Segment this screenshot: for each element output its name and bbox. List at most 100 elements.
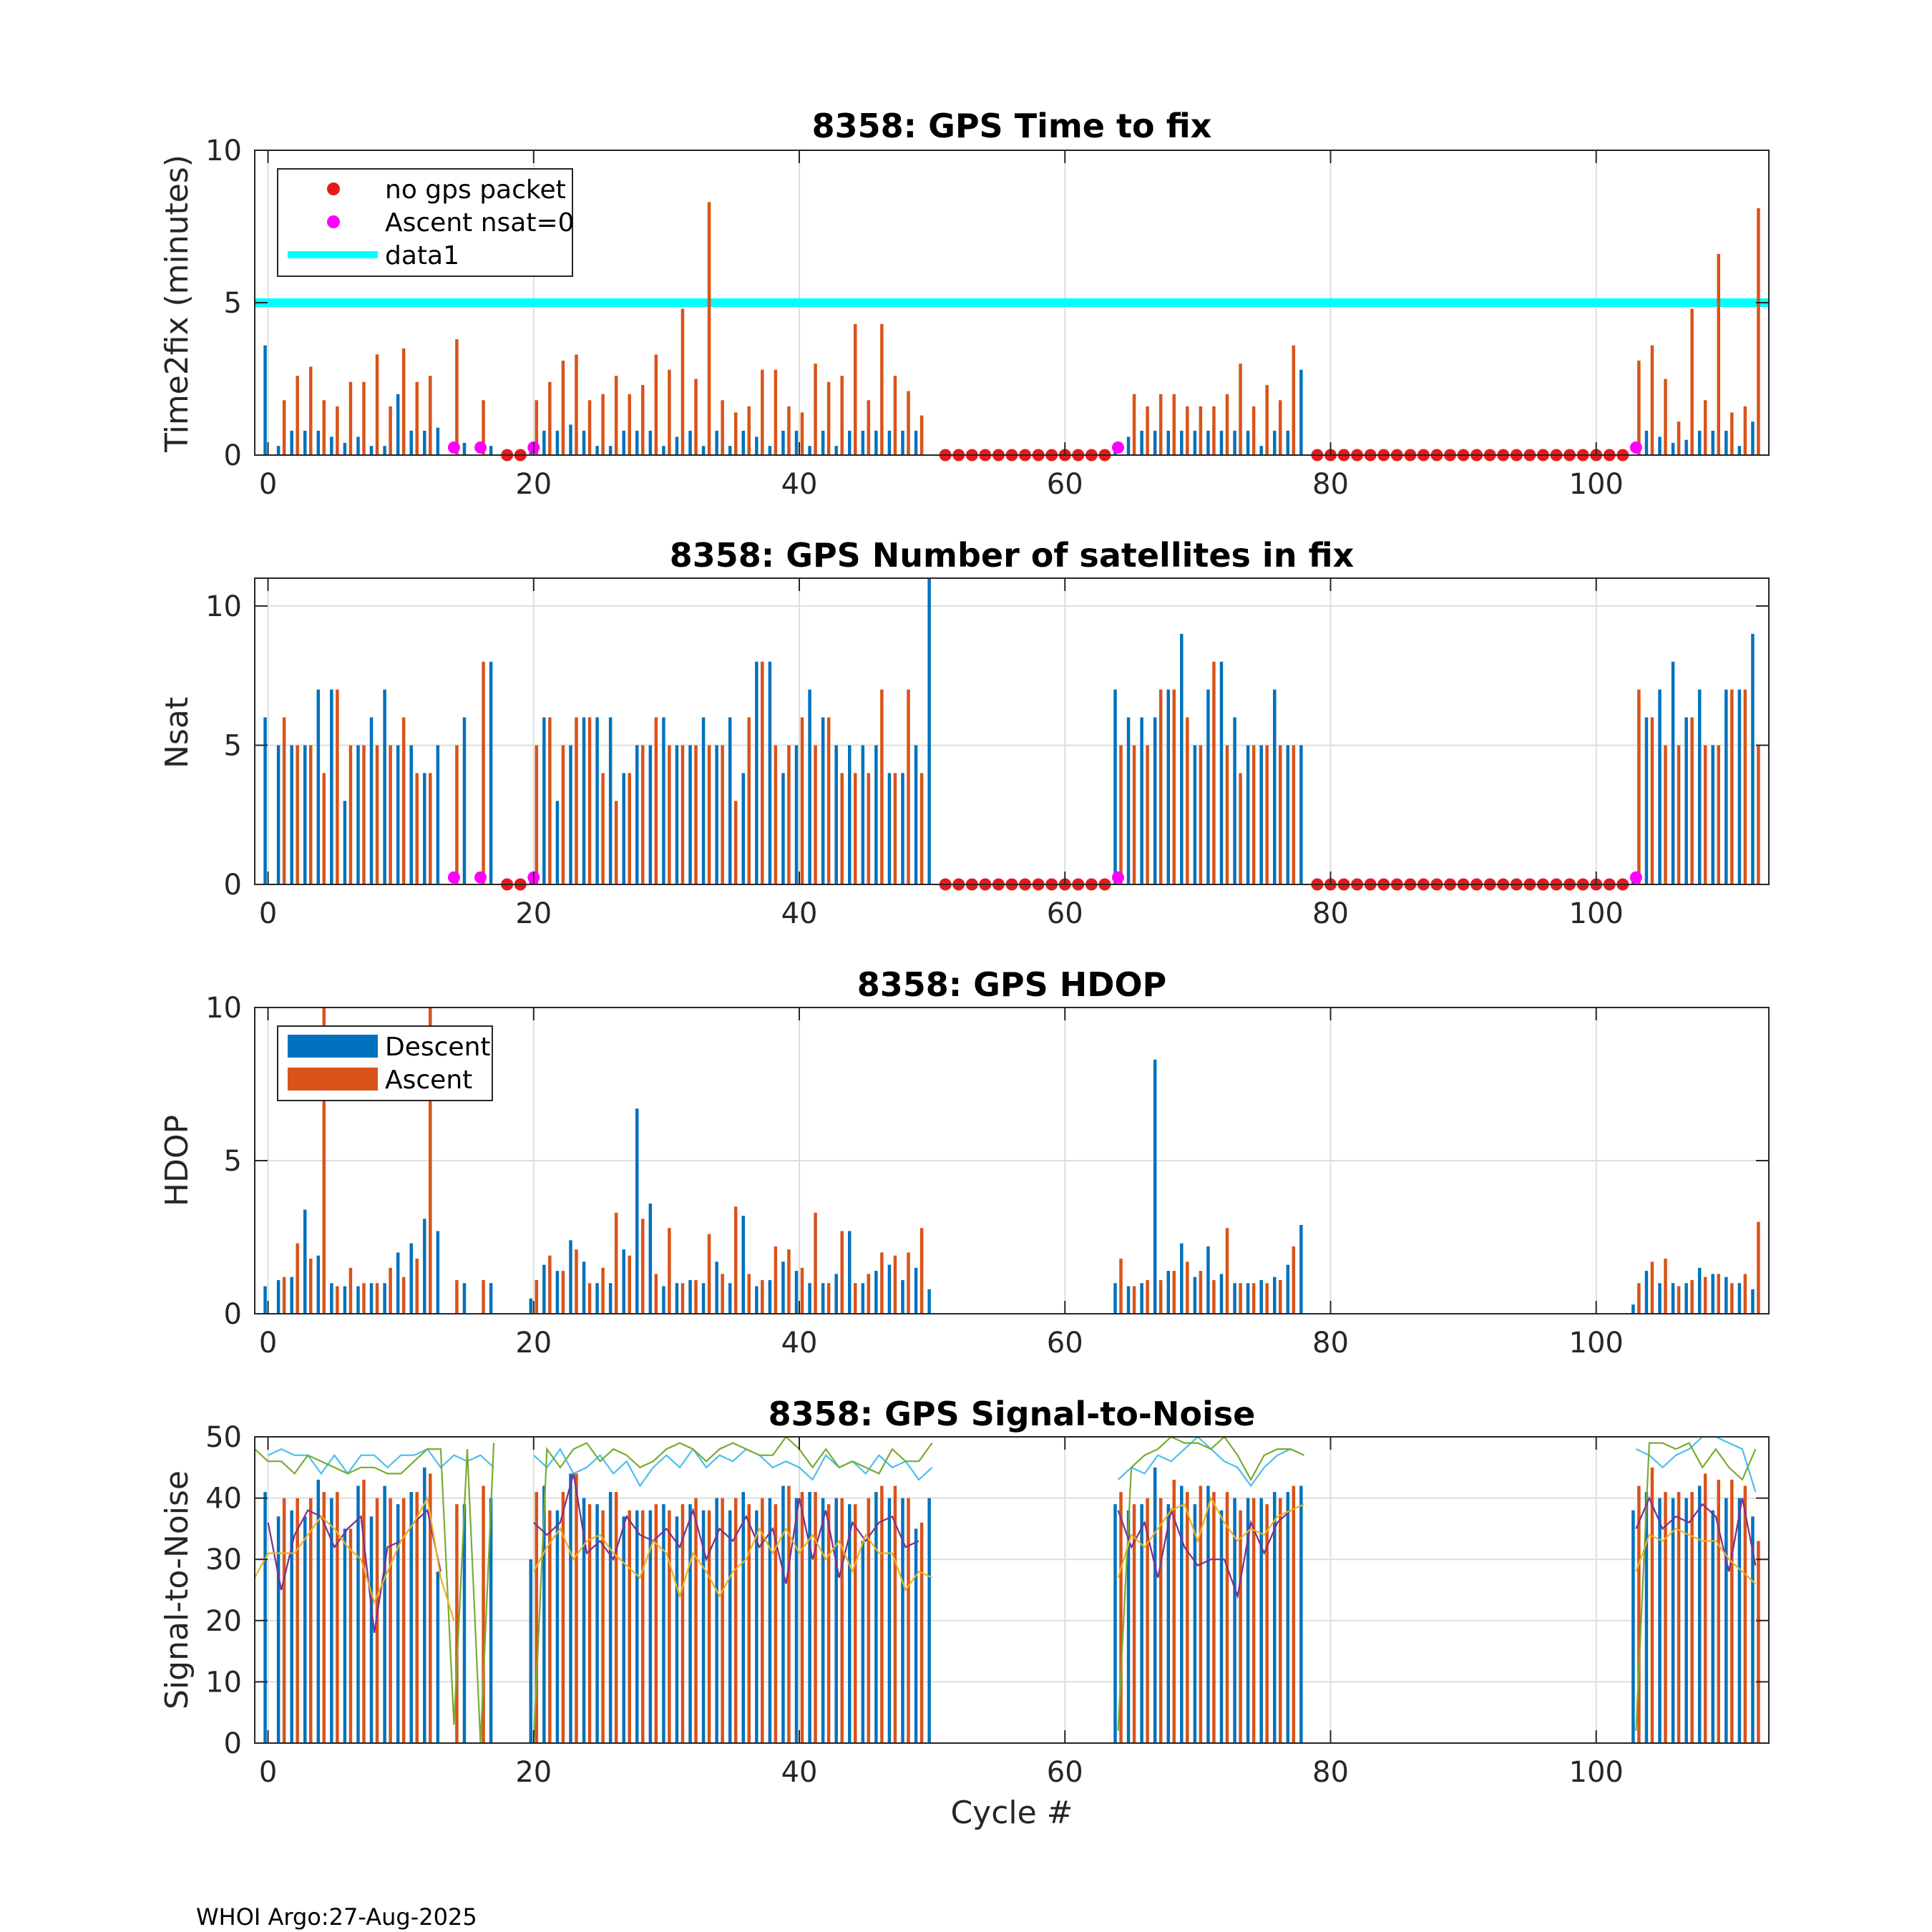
ascent-bar (1172, 1479, 1176, 1743)
ascent-bar (1265, 1283, 1269, 1314)
ascent-bar (680, 1283, 685, 1314)
ascent-bar (575, 354, 578, 455)
nsat-zero-marker (474, 441, 487, 454)
nsat-zero-marker (1629, 441, 1642, 454)
descent-bar (409, 430, 413, 455)
ascent-bar (628, 394, 631, 455)
descent-bar (1684, 1283, 1688, 1314)
ascent-bar (880, 1485, 884, 1743)
descent-bar (1233, 1283, 1236, 1314)
ascent-bar (1239, 364, 1242, 455)
descent-bar (755, 436, 758, 455)
descent-bar (276, 446, 280, 455)
descent-bar (396, 394, 400, 455)
descent-bar (927, 578, 931, 884)
descent-bar (1259, 1279, 1263, 1314)
descent-bar (1671, 661, 1675, 884)
ascent-bar (840, 1231, 844, 1314)
descent-bar (794, 1498, 799, 1743)
ascent-bar (322, 773, 326, 884)
descent-bar (489, 446, 493, 455)
descent-bar (1751, 421, 1755, 455)
descent-bar (794, 430, 799, 455)
descent-bar (715, 745, 718, 884)
descent-bar (290, 1277, 293, 1314)
ascent-bar (575, 717, 578, 884)
descent-bar (914, 1528, 918, 1743)
ascent-bar (733, 1206, 738, 1314)
legend-label: Ascent (385, 1065, 472, 1095)
ascent-bar (654, 1504, 658, 1743)
ascent-bar (1664, 379, 1667, 455)
descent-bar (1233, 430, 1236, 455)
ascent-bar (893, 1255, 897, 1314)
descent-bar (582, 1262, 586, 1314)
y-axis-label: Nsat (159, 697, 195, 769)
ascent-bar (455, 1504, 459, 1743)
descent-bar (276, 1279, 280, 1314)
descent-bar (755, 1286, 758, 1314)
descent-bar (768, 446, 772, 455)
ascent-bar (375, 745, 379, 884)
y-tick-label: 5 (224, 1145, 242, 1178)
ascent-bar (282, 1498, 286, 1743)
ascent-bar (548, 1510, 552, 1743)
descent-bar (369, 717, 374, 884)
descent-bar (848, 1504, 852, 1743)
descent-bar (834, 1498, 838, 1743)
ascent-bar (1690, 717, 1694, 884)
descent-bar (1180, 1485, 1184, 1743)
descent-bar (436, 1231, 440, 1314)
ascent-bar (1146, 406, 1149, 455)
ascent-bar (1757, 1221, 1760, 1314)
descent-bar (542, 1264, 546, 1314)
descent-bar (462, 1283, 467, 1314)
descent-bar (1658, 436, 1662, 455)
descent-bar (555, 430, 560, 455)
descent-bar (1644, 1271, 1649, 1314)
x-tick-label: 100 (1569, 897, 1624, 930)
descent-bar (383, 689, 386, 884)
ascent-bar (401, 1277, 406, 1314)
descent-bar (1671, 1283, 1675, 1314)
ascent-bar (1650, 1262, 1654, 1314)
ascent-bar (867, 1498, 871, 1743)
descent-bar (834, 446, 838, 455)
ascent-bar (1186, 1262, 1189, 1314)
descent-bar (409, 1492, 413, 1743)
ascent-bar (907, 1252, 910, 1314)
descent-bar (794, 745, 799, 884)
descent-bar (423, 773, 426, 884)
y-tick-label: 0 (224, 1727, 242, 1760)
ascent-bar (747, 406, 751, 455)
descent-bar (1299, 1485, 1303, 1743)
descent-bar (1671, 442, 1675, 455)
ascent-bar (707, 1234, 711, 1314)
descent-bar (555, 801, 560, 884)
ascent-bar (907, 689, 910, 884)
descent-bar (330, 436, 333, 455)
descent-bar (662, 446, 665, 455)
descent-bar (396, 1504, 400, 1743)
ascent-bar (814, 364, 817, 455)
ascent-bar (641, 1510, 645, 1743)
nsat-zero-marker (1111, 871, 1124, 884)
ascent-bar (826, 1283, 831, 1314)
descent-bar (622, 773, 625, 884)
descent-bar (901, 1498, 904, 1743)
descent-bar (1126, 436, 1131, 455)
ascent-bar (601, 1267, 605, 1314)
x-tick-label: 0 (259, 468, 277, 501)
ascent-bar (1186, 1492, 1189, 1743)
snr-series-line (1635, 1528, 1757, 1585)
ascent-bar (1717, 1274, 1721, 1314)
ascent-bar (774, 369, 778, 455)
ascent-bar (814, 745, 817, 884)
descent-bar (343, 442, 347, 455)
descent-bar (808, 1492, 811, 1743)
ascent-bar (668, 745, 671, 884)
ascent-bar (774, 1246, 778, 1314)
nsat-zero-marker (474, 871, 487, 884)
descent-bar (1272, 430, 1277, 455)
